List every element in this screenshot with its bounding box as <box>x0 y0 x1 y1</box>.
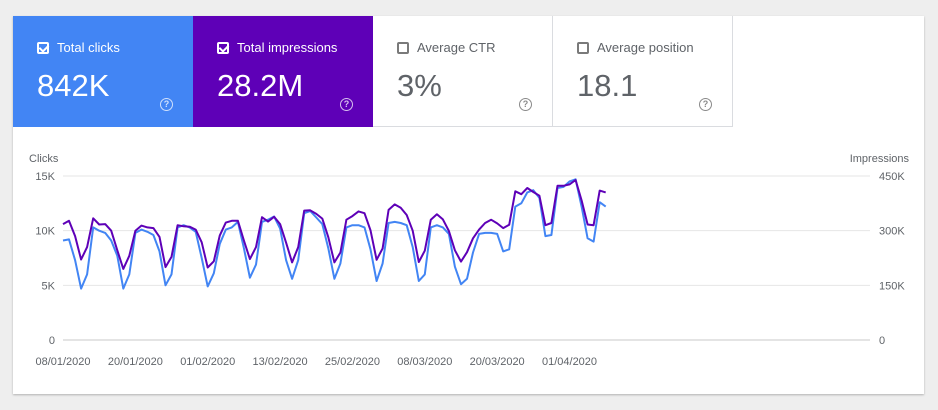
performance-card: Total clicks 842K ? Total impressions 28… <box>13 16 924 394</box>
checkbox-unchecked-icon[interactable] <box>397 42 409 54</box>
checkbox-checked-icon[interactable] <box>217 42 229 54</box>
metric-label: Average CTR <box>417 40 496 55</box>
right-axis-label: Impressions <box>850 153 910 165</box>
metric-label: Total clicks <box>57 40 120 55</box>
help-icon[interactable]: ? <box>699 98 712 111</box>
metric-average-position[interactable]: Average position 18.1 ? <box>553 16 733 127</box>
x-tick-label: 08/01/2020 <box>35 356 90 368</box>
series-line-clicks[interactable] <box>62 178 607 290</box>
x-tick-labels: 08/01/2020 20/01/2020 01/02/2020 13/02/2020… <box>35 356 597 368</box>
metric-value: 3% <box>397 68 442 103</box>
help-icon[interactable]: ? <box>160 98 173 111</box>
y-right-tick-label: 450K <box>879 171 905 183</box>
y-left-tick-label: 5K <box>42 280 56 292</box>
x-tick-label: 08/03/2020 <box>397 356 452 368</box>
metric-total-impressions[interactable]: Total impressions 28.2M ? <box>193 16 373 127</box>
help-icon[interactable]: ? <box>340 98 353 111</box>
chart-gridlines <box>63 175 870 341</box>
x-tick-label: 13/02/2020 <box>253 356 308 368</box>
metric-tiles: Total clicks 842K ? Total impressions 28… <box>13 16 733 127</box>
y-left-tick-label: 0 <box>49 335 55 347</box>
y-tick-labels: 0 0 5K 150K 10K 300K 15K 450K <box>35 171 905 347</box>
metric-value: 842K <box>37 68 110 103</box>
metric-label: Total impressions <box>237 40 338 55</box>
y-right-tick-label: 300K <box>879 226 905 238</box>
metric-value: 18.1 <box>577 68 638 103</box>
checkbox-unchecked-icon[interactable] <box>577 42 589 54</box>
help-icon[interactable]: ? <box>519 98 532 111</box>
metric-average-ctr[interactable]: Average CTR 3% ? <box>373 16 553 127</box>
chart-series <box>62 178 607 290</box>
performance-chart[interactable]: Clicks Impressions 0 0 5K 150K 10K 300K 15K 450… <box>13 16 924 394</box>
x-tick-label: 20/01/2020 <box>108 356 163 368</box>
metric-value: 28.2M <box>217 68 304 103</box>
y-left-tick-label: 15K <box>35 171 55 183</box>
series-line-impressions[interactable] <box>62 179 606 270</box>
y-right-tick-label: 150K <box>879 280 905 292</box>
metric-label: Average position <box>597 40 694 55</box>
checkbox-checked-icon[interactable] <box>37 42 49 54</box>
y-left-tick-label: 10K <box>35 226 55 238</box>
x-tick-label: 20/03/2020 <box>470 356 525 368</box>
left-axis-label: Clicks <box>29 153 59 165</box>
y-right-tick-label: 0 <box>879 335 885 347</box>
x-tick-label: 01/04/2020 <box>542 356 597 368</box>
x-tick-label: 25/02/2020 <box>325 356 380 368</box>
x-tick-label: 01/02/2020 <box>180 356 235 368</box>
metric-total-clicks[interactable]: Total clicks 842K ? <box>13 16 193 127</box>
